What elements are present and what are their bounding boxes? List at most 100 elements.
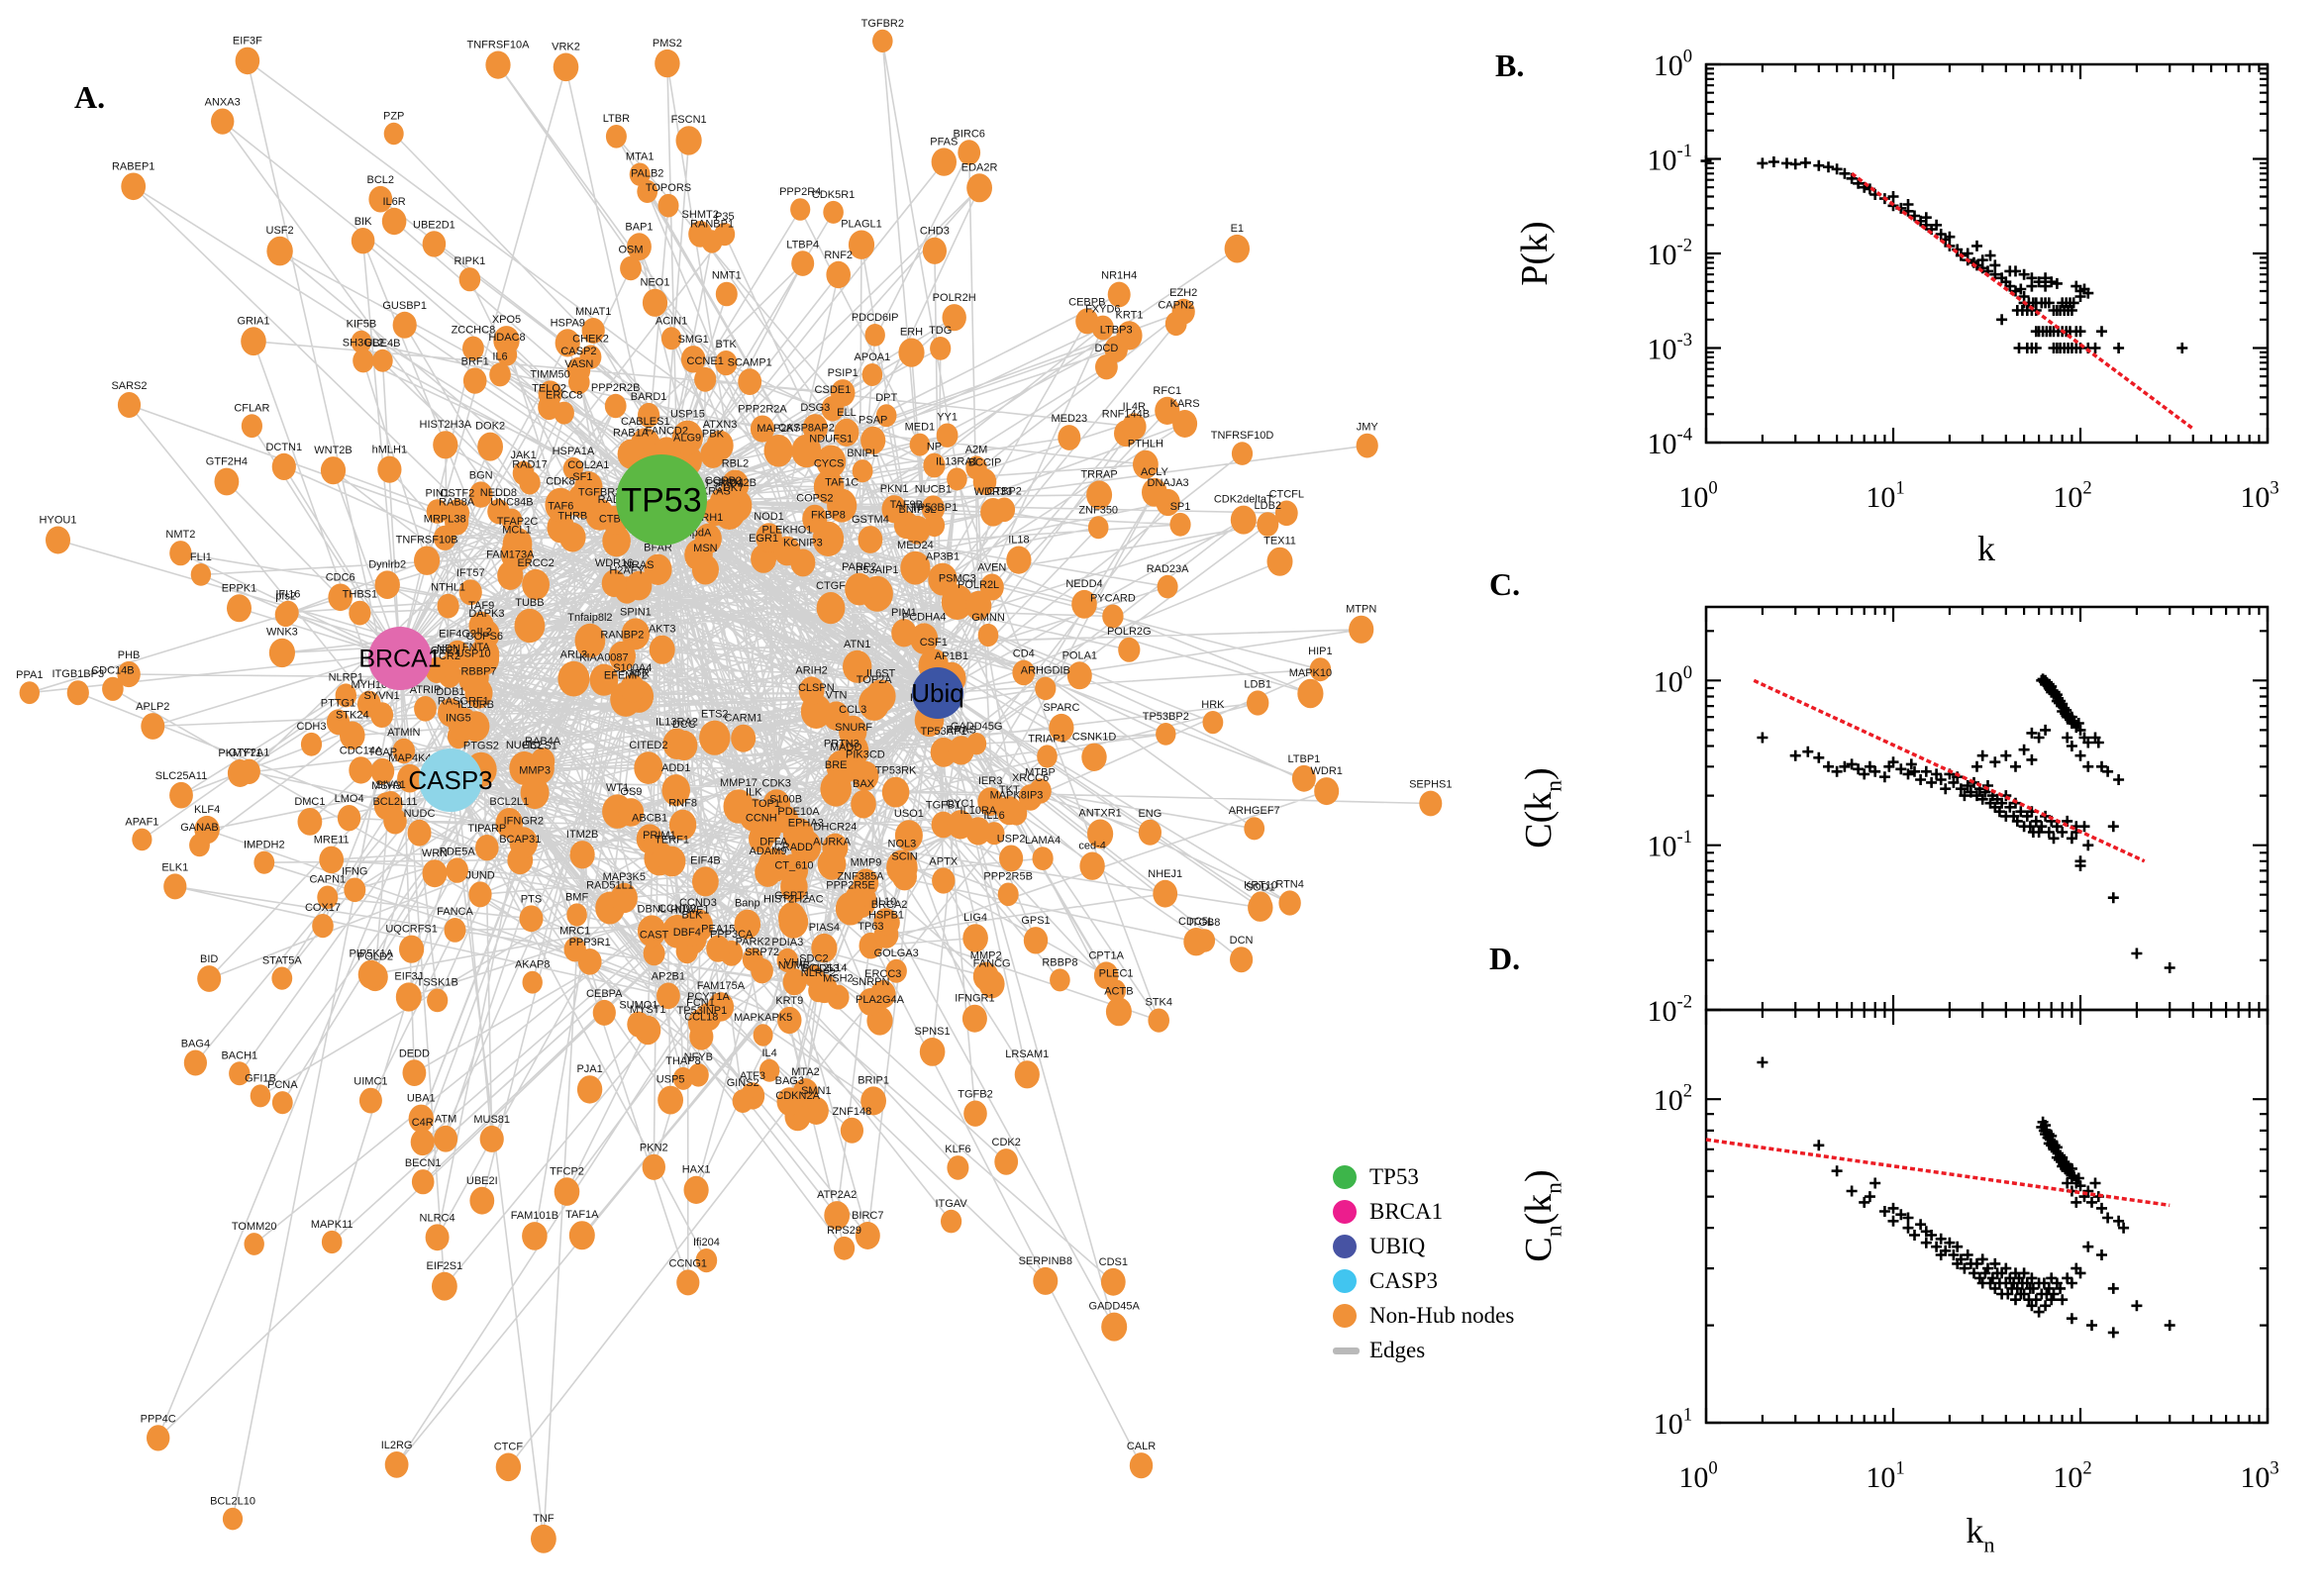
gene-node <box>538 380 562 408</box>
svg-text:102: 102 <box>2053 478 2091 515</box>
gene-node-label: PPP2R5E <box>826 880 875 892</box>
gene-node-label: FLI1 <box>190 551 212 563</box>
legend-dot-icon <box>1333 1269 1357 1293</box>
gene-node-label: SARS2 <box>111 380 147 392</box>
gene-node <box>790 549 816 577</box>
gene-node <box>840 1117 864 1144</box>
gene-node-label: FANCG <box>973 957 1011 969</box>
gene-node-label: RTN4 <box>1275 878 1304 890</box>
gene-node-label: LAMA4 <box>1025 835 1060 847</box>
gene-node-label: CSTF2 <box>440 487 474 499</box>
gene-node <box>531 1524 556 1553</box>
gene-node <box>751 957 773 984</box>
gene-node-label: EIF2S1 <box>427 1260 463 1272</box>
gene-node-label: FSCN1 <box>671 114 707 126</box>
gene-node-label: ARIH2 <box>795 664 827 676</box>
gene-node-label: CFLAR <box>234 402 269 414</box>
gene-node <box>873 908 898 936</box>
gene-node <box>758 1058 780 1082</box>
gene-node <box>972 961 999 991</box>
gene-node-label: PZP <box>383 111 404 123</box>
gene-node-label: OSM <box>618 245 643 256</box>
gene-node-label: CCNE1 <box>687 355 724 367</box>
gene-node <box>826 749 857 784</box>
gene-node <box>930 337 952 360</box>
gene-node-label: E1 <box>1231 223 1244 235</box>
gene-node-label: PPP2R2A <box>738 404 787 416</box>
gene-node-label: ITGB1BP3 <box>52 668 105 680</box>
gene-node-label: WT1 <box>606 782 629 794</box>
gene-node-label: TGFBR3 <box>578 487 621 499</box>
gene-node <box>414 696 437 722</box>
gene-node <box>621 618 651 650</box>
gene-node <box>253 850 275 874</box>
gene-node-label: ATR <box>629 668 650 680</box>
gene-node-label: BGN <box>469 469 493 481</box>
gene-node-label: TNFRSF10D <box>1211 430 1274 442</box>
gene-node <box>445 640 470 668</box>
gene-node-label: CCNH <box>746 813 777 825</box>
gene-node-label: MUS81 <box>473 1114 510 1126</box>
gene-node-label: BNIP3L <box>899 504 937 516</box>
gene-node <box>699 720 731 755</box>
gene-node-label: CTBP2 <box>986 486 1021 498</box>
gene-node-label: AP3B1 <box>926 551 960 563</box>
panel-b-label: B. <box>1495 48 1525 83</box>
gene-node-label: DEDD <box>399 1047 430 1059</box>
gene-node <box>566 483 599 519</box>
gene-node <box>996 796 1023 826</box>
gene-node-label: APAF1 <box>125 817 158 829</box>
gene-node-label: DBF4 <box>673 927 701 939</box>
gene-node <box>817 848 847 880</box>
plot-frame <box>1704 605 2270 1012</box>
gene-node-label: IL6 <box>492 350 507 362</box>
gene-node-label: TAF6 <box>548 500 573 512</box>
gene-node <box>994 1148 1019 1175</box>
gene-node-label: COPS6 <box>466 631 503 643</box>
gene-node-label: ACLY <box>1141 466 1169 478</box>
gene-node <box>839 715 867 748</box>
gene-node-label: TOP2A <box>857 674 893 686</box>
gene-node <box>169 541 192 566</box>
gene-node-label: BAP1 <box>625 221 653 233</box>
gene-node-label: JMY <box>1357 422 1379 434</box>
gene-node <box>554 1177 580 1206</box>
gene-node-label: ATMIN <box>387 727 420 739</box>
gene-node <box>1050 968 1070 992</box>
gene-node-label: pfs2 <box>275 591 296 603</box>
gene-node-label: UBE2D1 <box>413 219 455 231</box>
gene-node-label: TGFBR2 <box>861 18 904 30</box>
gene-node-label: RAB4A <box>525 736 561 748</box>
gene-node-label: DOK2 <box>475 421 505 433</box>
gene-node-label: VTN <box>826 690 848 702</box>
gene-node <box>190 563 212 586</box>
svg-text:101: 101 <box>1866 1458 1904 1495</box>
gene-node <box>300 732 323 756</box>
gene-node <box>683 1175 709 1204</box>
gene-node-label: EIF3F <box>233 36 262 48</box>
legend-item-brca1: BRCA1 <box>1333 1199 1514 1225</box>
gene-node-label: BTK <box>715 339 737 350</box>
gene-node-label: ALG9 <box>673 432 701 444</box>
gene-node-label: NR1H4 <box>1101 270 1137 282</box>
network-legend: TP53 BRCA1 UBIQ CASP3 Non-Hub nodes Edges <box>1333 1164 1514 1372</box>
gene-node-label: AURKA <box>813 837 852 848</box>
gene-node-label: MMP3 <box>519 765 551 777</box>
gene-node <box>370 702 394 728</box>
gene-node-label: CDC6 <box>326 572 355 584</box>
hub-tp53: TP53 <box>616 454 707 546</box>
gene-node <box>1202 711 1224 735</box>
gene-node-label: SF1 <box>572 471 592 483</box>
gene-node-label: JAK1 <box>510 449 536 461</box>
gene-node-label: RASGRF1 <box>438 695 489 707</box>
gene-node <box>1164 311 1187 337</box>
gene-node <box>997 882 1019 907</box>
gene-node-label: PTTG1 <box>321 697 355 709</box>
gene-node <box>351 228 375 254</box>
gene-node <box>241 414 262 439</box>
gene-node <box>589 663 619 696</box>
svg-text:103: 103 <box>2240 1458 2278 1495</box>
gene-node-label: PSIP1 <box>828 367 858 379</box>
gene-node-label: RANBP2 <box>600 630 644 642</box>
gene-node-label: HAX1 <box>682 1164 711 1176</box>
